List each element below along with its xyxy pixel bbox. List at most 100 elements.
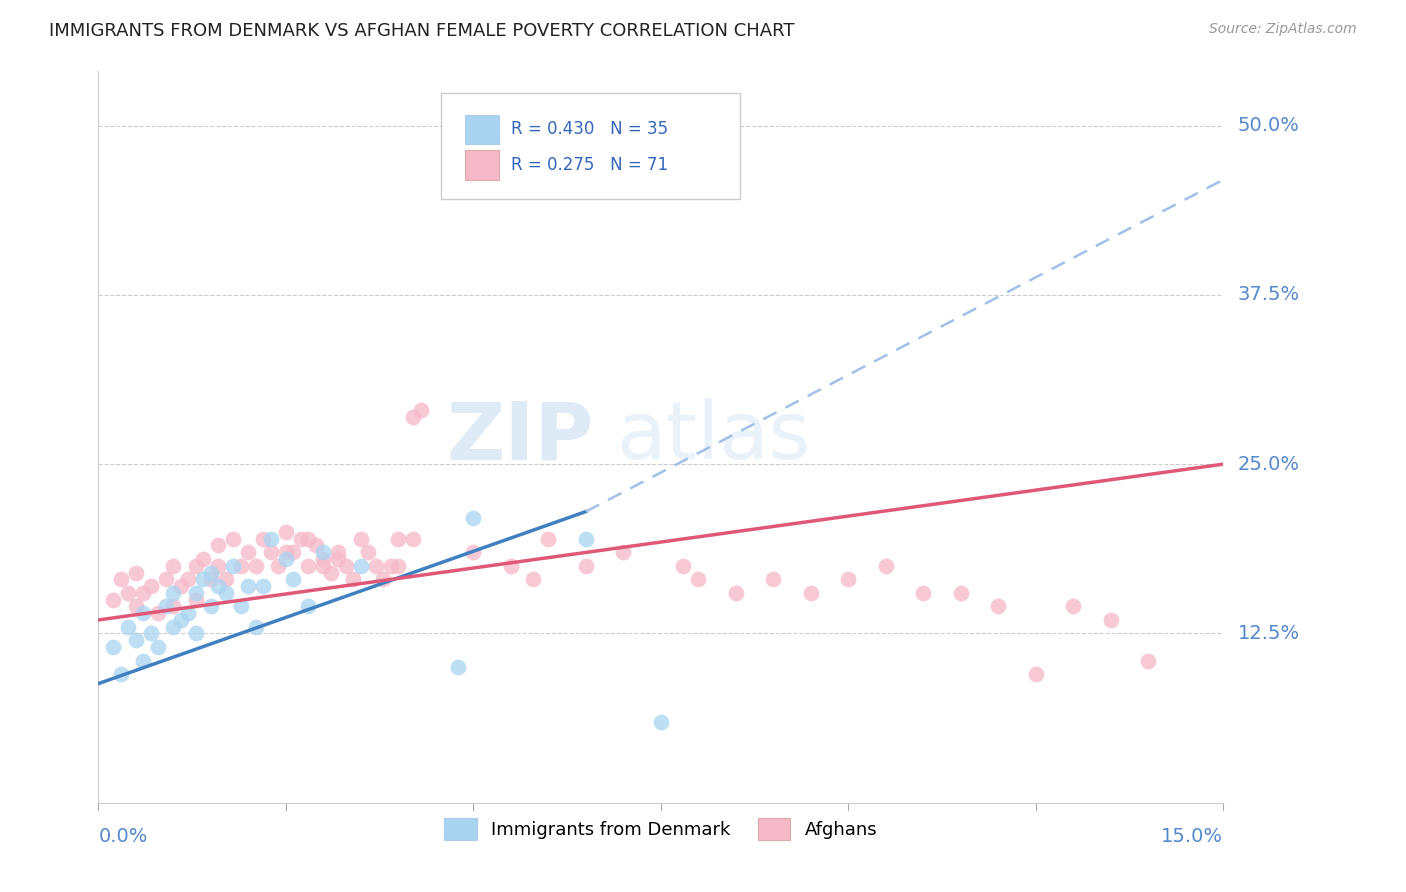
Point bbox=[125, 566, 148, 580]
Text: 12.5%: 12.5% bbox=[1237, 624, 1301, 643]
Point bbox=[875, 558, 897, 573]
Point bbox=[319, 566, 342, 580]
Point bbox=[575, 558, 598, 573]
Text: R = 0.430   N = 35: R = 0.430 N = 35 bbox=[512, 120, 668, 138]
Text: 37.5%: 37.5% bbox=[1237, 285, 1301, 304]
Point bbox=[274, 524, 297, 539]
Point bbox=[387, 558, 409, 573]
Point bbox=[177, 606, 200, 620]
Point bbox=[305, 538, 328, 552]
Point bbox=[132, 654, 155, 668]
Point bbox=[103, 592, 125, 607]
Point bbox=[238, 545, 260, 559]
Text: IMMIGRANTS FROM DENMARK VS AFGHAN FEMALE POVERTY CORRELATION CHART: IMMIGRANTS FROM DENMARK VS AFGHAN FEMALE… bbox=[49, 22, 794, 40]
Point bbox=[125, 633, 148, 648]
Point bbox=[162, 599, 184, 614]
Point bbox=[184, 586, 207, 600]
Point bbox=[364, 558, 387, 573]
Point bbox=[117, 586, 139, 600]
Point bbox=[193, 552, 215, 566]
Point bbox=[312, 545, 335, 559]
Point bbox=[200, 599, 222, 614]
Point bbox=[155, 572, 177, 586]
Point bbox=[762, 572, 785, 586]
Point bbox=[949, 586, 972, 600]
Point bbox=[688, 572, 710, 586]
Text: Source: ZipAtlas.com: Source: ZipAtlas.com bbox=[1209, 22, 1357, 37]
Point bbox=[380, 558, 402, 573]
Point bbox=[402, 409, 425, 424]
Point bbox=[612, 545, 634, 559]
Point bbox=[193, 572, 215, 586]
Point bbox=[447, 660, 470, 674]
Point bbox=[463, 511, 485, 525]
Point bbox=[139, 579, 162, 593]
Point bbox=[170, 613, 193, 627]
Point bbox=[110, 667, 132, 681]
Point bbox=[335, 558, 357, 573]
Point bbox=[222, 532, 245, 546]
FancyBboxPatch shape bbox=[465, 114, 499, 144]
Point bbox=[155, 599, 177, 614]
Point bbox=[373, 572, 395, 586]
Point bbox=[837, 572, 859, 586]
Point bbox=[177, 572, 200, 586]
FancyBboxPatch shape bbox=[441, 94, 740, 200]
Legend: Immigrants from Denmark, Afghans: Immigrants from Denmark, Afghans bbox=[436, 808, 886, 848]
Point bbox=[184, 626, 207, 640]
Point bbox=[260, 545, 283, 559]
Point bbox=[162, 586, 184, 600]
Point bbox=[170, 579, 193, 593]
Point bbox=[463, 545, 485, 559]
Point bbox=[499, 558, 522, 573]
Point bbox=[283, 572, 305, 586]
Point bbox=[148, 640, 170, 654]
Point bbox=[238, 579, 260, 593]
Point bbox=[409, 403, 432, 417]
Point bbox=[229, 599, 252, 614]
Text: atlas: atlas bbox=[616, 398, 810, 476]
Point bbox=[200, 572, 222, 586]
Point bbox=[290, 532, 312, 546]
Point bbox=[245, 620, 267, 634]
Point bbox=[1062, 599, 1084, 614]
Point bbox=[139, 626, 162, 640]
Point bbox=[283, 545, 305, 559]
Point bbox=[132, 586, 155, 600]
Point bbox=[162, 620, 184, 634]
Point bbox=[184, 592, 207, 607]
Point bbox=[222, 558, 245, 573]
Point bbox=[800, 586, 823, 600]
Point bbox=[328, 545, 350, 559]
Point bbox=[207, 558, 229, 573]
Point bbox=[215, 572, 238, 586]
Point bbox=[132, 606, 155, 620]
Point bbox=[200, 566, 222, 580]
Point bbox=[987, 599, 1010, 614]
Point bbox=[1099, 613, 1122, 627]
Point bbox=[350, 532, 373, 546]
Point bbox=[312, 558, 335, 573]
Point bbox=[724, 586, 747, 600]
Point bbox=[297, 532, 319, 546]
Point bbox=[148, 606, 170, 620]
Point bbox=[297, 599, 319, 614]
Point bbox=[103, 640, 125, 654]
Point bbox=[342, 572, 364, 586]
Text: 50.0%: 50.0% bbox=[1237, 116, 1299, 135]
Point bbox=[184, 558, 207, 573]
Point bbox=[162, 558, 184, 573]
Text: 0.0%: 0.0% bbox=[98, 827, 148, 847]
Point bbox=[672, 558, 695, 573]
Point bbox=[387, 532, 409, 546]
Point bbox=[912, 586, 935, 600]
Text: 25.0%: 25.0% bbox=[1237, 455, 1299, 474]
Point bbox=[328, 552, 350, 566]
Text: R = 0.275   N = 71: R = 0.275 N = 71 bbox=[512, 156, 668, 174]
Text: ZIP: ZIP bbox=[446, 398, 593, 476]
Point bbox=[1137, 654, 1160, 668]
Point bbox=[252, 579, 274, 593]
Point bbox=[207, 538, 229, 552]
Point bbox=[215, 586, 238, 600]
Point bbox=[260, 532, 283, 546]
